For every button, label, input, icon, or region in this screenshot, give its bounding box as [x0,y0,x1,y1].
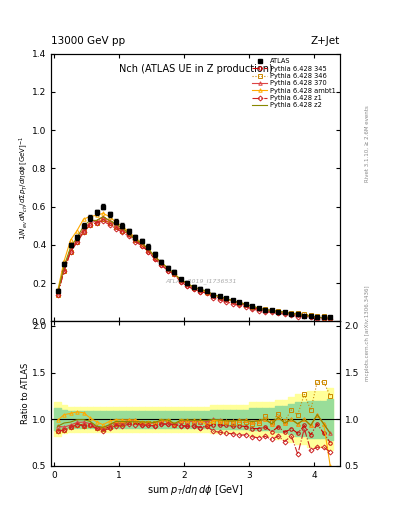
Text: 13000 GeV pp: 13000 GeV pp [51,36,125,46]
Text: ATLAS_2019_I1736531: ATLAS_2019_I1736531 [165,279,237,284]
Text: Rivet 3.1.10, ≥ 2.6M events: Rivet 3.1.10, ≥ 2.6M events [365,105,370,182]
Text: Nch (ATLAS UE in Z production): Nch (ATLAS UE in Z production) [119,65,272,74]
Legend: ATLAS, Pythia 6.428 345, Pythia 6.428 346, Pythia 6.428 370, Pythia 6.428 ambt1,: ATLAS, Pythia 6.428 345, Pythia 6.428 34… [251,57,337,110]
Y-axis label: $1/N_{ev}\,dN_{ch}/d\Sigma p_T/d\eta d\phi\,[\mathrm{GeV}]^{-1}$: $1/N_{ev}\,dN_{ch}/d\Sigma p_T/d\eta d\p… [18,136,31,240]
X-axis label: sum $p_T/d\eta\,d\phi$ [GeV]: sum $p_T/d\eta\,d\phi$ [GeV] [147,482,244,497]
Text: mcplots.cern.ch [arXiv:1306.3436]: mcplots.cern.ch [arXiv:1306.3436] [365,285,370,380]
Y-axis label: Ratio to ATLAS: Ratio to ATLAS [22,363,31,424]
Text: Z+Jet: Z+Jet [311,36,340,46]
